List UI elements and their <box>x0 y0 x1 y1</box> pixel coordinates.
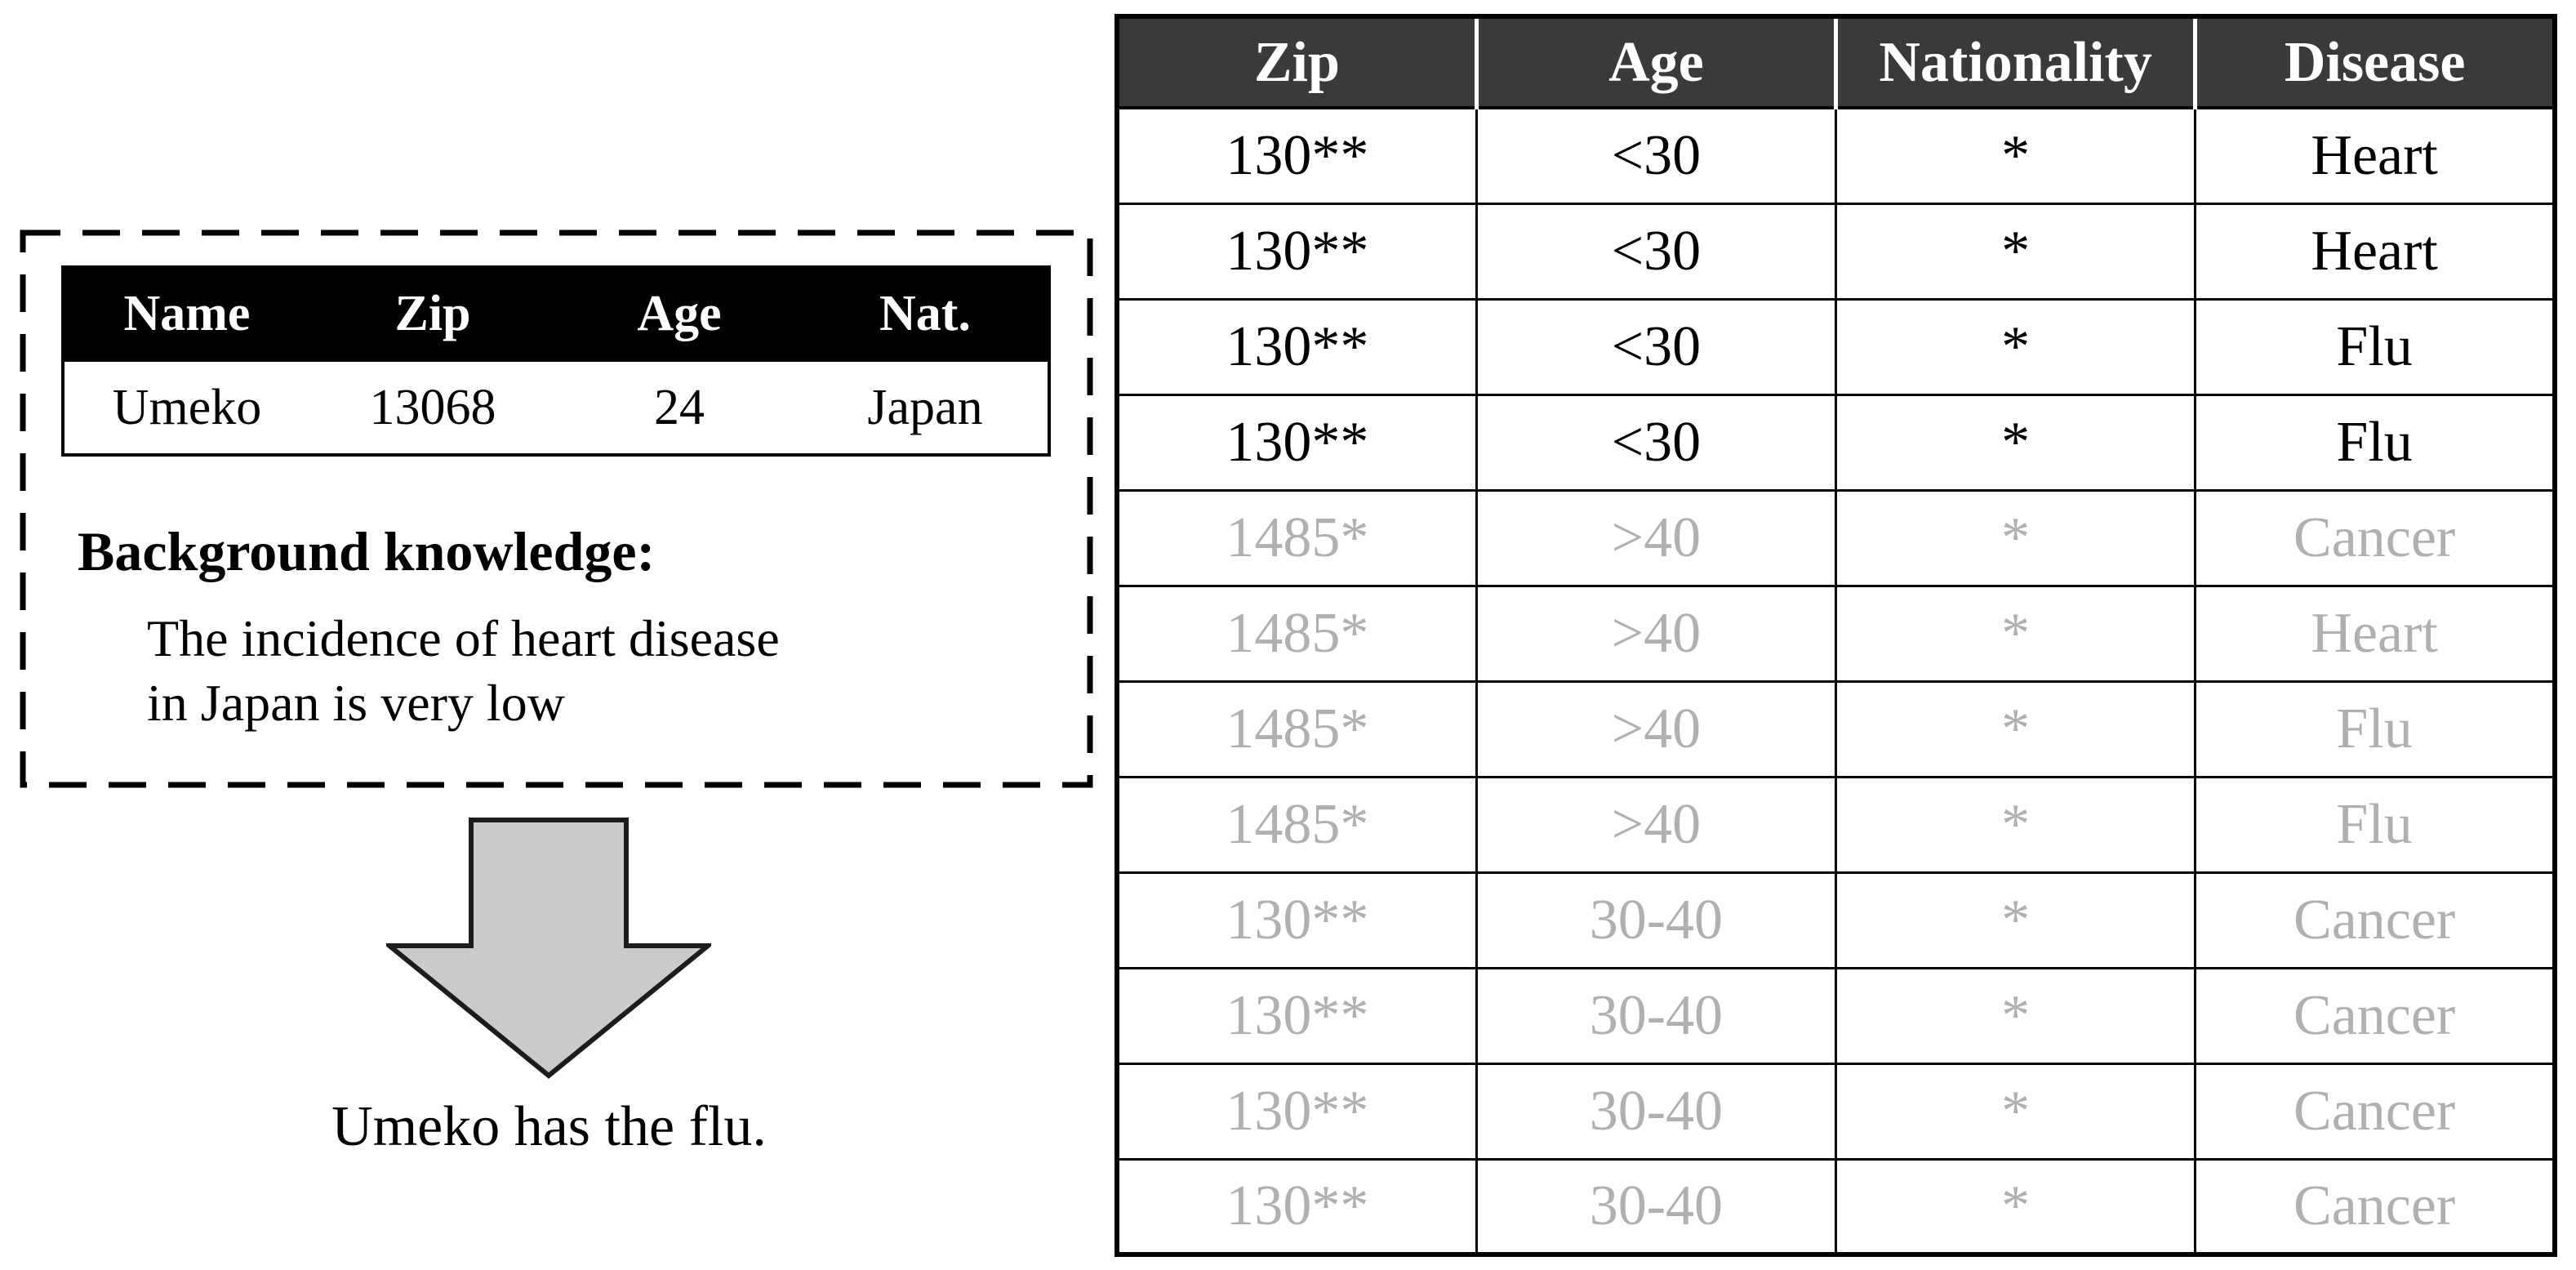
background-knowledge-line: The incidence of heart disease <box>147 609 780 667</box>
record-cell: * <box>1834 488 2197 587</box>
record-cell: Flu <box>2194 297 2556 396</box>
record-cell: >40 <box>1475 584 1838 683</box>
record-cell: * <box>1834 106 2197 205</box>
record-cell: 1485* <box>1115 680 1478 778</box>
record-cell: Cancer <box>2194 1062 2556 1161</box>
identity-cell: Japan <box>803 359 1049 455</box>
identity-table: Name Zip Age Nat. Umeko 13068 24 Japan <box>61 265 1051 457</box>
identity-table-header: Name Zip Age Nat. <box>63 267 1049 360</box>
record-cell: * <box>1834 680 2197 778</box>
record-cell: >40 <box>1475 488 1838 587</box>
table-row: 1485* >40 * Flu <box>1115 775 2556 874</box>
background-knowledge-heading: Background knowledge: <box>78 520 656 582</box>
record-cell: Cancer <box>2194 1157 2556 1256</box>
record-cell: * <box>1834 775 2197 874</box>
anonymized-table-body: 130** <30 * Heart 130** <30 * Heart 130** <30 * Flu… <box>1115 106 2556 1256</box>
background-knowledge-line: in Japan is very low <box>147 674 565 732</box>
record-cell: 30-40 <box>1475 871 1838 969</box>
table-row: 130** <30 * Flu <box>1115 393 2556 492</box>
record-cell: Cancer <box>2194 966 2556 1065</box>
record-cell: Flu <box>2194 393 2556 492</box>
record-cell: 1485* <box>1115 584 1478 683</box>
identity-table-body: Umeko 13068 24 Japan <box>63 359 1049 455</box>
attacker-knowledge-box <box>20 229 1093 788</box>
record-cell: >40 <box>1475 775 1838 874</box>
record-cell: 130** <box>1115 393 1478 492</box>
table-row: Umeko 13068 24 Japan <box>63 359 1049 455</box>
record-cell: 1485* <box>1115 775 1478 874</box>
table-row: 130** 30-40 * Cancer <box>1115 1062 2556 1161</box>
record-cell: 30-40 <box>1475 1157 1838 1256</box>
table-row: 1485* >40 * Cancer <box>1115 488 2556 587</box>
column-header: Age <box>1474 16 1839 109</box>
identity-header-row: Name Zip Age Nat. <box>63 267 1049 360</box>
down-arrow-icon <box>386 818 711 1079</box>
record-cell: <30 <box>1475 297 1838 396</box>
column-header: Age <box>556 267 803 360</box>
column-header: Zip <box>309 267 556 360</box>
anonymized-header-row: Zip Age Nationality Disease <box>1114 16 2557 109</box>
record-cell: >40 <box>1475 680 1838 778</box>
column-header: Nat. <box>803 267 1049 360</box>
record-cell: * <box>1834 297 2197 396</box>
record-cell: 130** <box>1115 202 1478 301</box>
table-row: 1485* >40 * Heart <box>1115 584 2556 683</box>
conclusion-text: Umeko has the flu. <box>331 1095 767 1158</box>
record-cell: Flu <box>2194 680 2556 778</box>
record-cell: <30 <box>1475 202 1838 301</box>
record-cell: 30-40 <box>1475 1062 1838 1161</box>
table-row: 130** <30 * Flu <box>1115 297 2556 396</box>
record-cell: Heart <box>2194 202 2556 301</box>
record-cell: 130** <box>1115 966 1478 1065</box>
record-cell: Cancer <box>2194 488 2556 587</box>
column-header: Nationality <box>1833 16 2198 109</box>
column-header: Disease <box>2193 16 2557 109</box>
record-cell: 130** <box>1115 871 1478 969</box>
record-cell: 130** <box>1115 1062 1478 1161</box>
anonymized-table: Zip Age Nationality Disease 130** <30 * Heart 1… <box>1114 14 2557 1257</box>
record-cell: * <box>1834 393 2197 492</box>
record-cell: * <box>1834 871 2197 969</box>
record-cell: 30-40 <box>1475 966 1838 1065</box>
background-knowledge-text: The incidence of heart disease in Japan … <box>147 606 780 735</box>
record-cell: 130** <box>1115 106 1478 205</box>
record-cell: Heart <box>2194 584 2556 683</box>
dashed-border <box>20 229 1093 788</box>
table-row: 130** <30 * Heart <box>1115 106 2556 205</box>
record-cell: <30 <box>1475 106 1838 205</box>
record-cell: 1485* <box>1115 488 1478 587</box>
record-cell: 130** <box>1115 1157 1478 1256</box>
record-cell: * <box>1834 202 2197 301</box>
record-cell: * <box>1834 1062 2197 1161</box>
table-row: 130** 30-40 * Cancer <box>1115 871 2556 969</box>
column-header: Name <box>63 267 309 360</box>
record-cell: Heart <box>2194 106 2556 205</box>
table-row: 130** 30-40 * Cancer <box>1115 966 2556 1065</box>
identity-cell: 13068 <box>309 359 556 455</box>
record-cell: <30 <box>1475 393 1838 492</box>
table-row: 130** 30-40 * Cancer <box>1115 1157 2556 1256</box>
table-row: 1485* >40 * Flu <box>1115 680 2556 778</box>
record-cell: Flu <box>2194 775 2556 874</box>
identity-cell: 24 <box>556 359 803 455</box>
record-cell: * <box>1834 584 2197 683</box>
table-row: 130** <30 * Heart <box>1115 202 2556 301</box>
record-cell: * <box>1834 966 2197 1065</box>
identity-cell: Umeko <box>63 359 309 455</box>
anonymized-table-header: Zip Age Nationality Disease <box>1114 16 2557 109</box>
record-cell: 130** <box>1115 297 1478 396</box>
record-cell: Cancer <box>2194 871 2556 969</box>
record-cell: * <box>1834 1157 2197 1256</box>
column-header: Zip <box>1114 16 1479 109</box>
